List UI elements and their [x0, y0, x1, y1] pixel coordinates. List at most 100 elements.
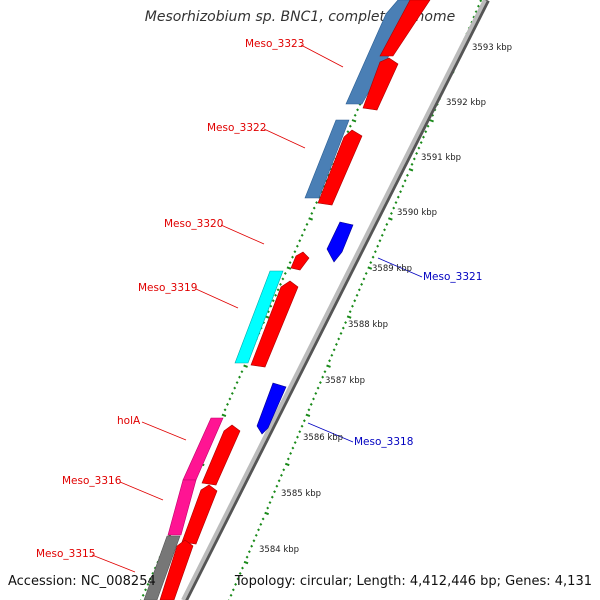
gc-right-tick [270, 495, 274, 499]
gc-right-tick [236, 577, 240, 581]
gc-left-tick [291, 255, 294, 259]
gene-label-meso-3321: Meso_3321 [423, 271, 482, 283]
gc-left-tick [303, 228, 307, 232]
gc-right-tick [371, 255, 375, 259]
gc-left-tick [310, 212, 314, 215]
gc-left-tick [283, 272, 287, 275]
gc-right-tick [286, 457, 290, 461]
gc-left-tick [281, 277, 285, 281]
gc-right-tick [259, 522, 263, 526]
gc-right-tick [314, 392, 318, 395]
gc-right-tick [250, 544, 254, 548]
gc-left-tick [293, 250, 297, 254]
gc-left-tick [351, 119, 357, 123]
gc-left-tick [230, 392, 234, 395]
gene-label-meso-3315: Meso_3315 [36, 548, 95, 560]
scale-label-3585: 3585 kbp [281, 489, 321, 499]
gc-right-tick [323, 370, 327, 374]
gc-right-tick [477, 4, 480, 8]
gc-left-tick [305, 222, 309, 226]
gc-right-tick [284, 462, 290, 467]
gc-right-tick [426, 124, 430, 128]
gc-right-tick [234, 582, 238, 586]
gc-right-tick [479, 0, 483, 3]
gc-right-tick [392, 206, 396, 210]
gc-right-tick [266, 506, 270, 510]
gc-left-tick [243, 364, 248, 368]
gc-right-tick [268, 501, 272, 505]
gc-right-tick [296, 435, 299, 439]
gc-right-tick [348, 310, 352, 314]
gc-right-tick [378, 239, 382, 243]
gc-right-tick [403, 179, 407, 183]
gene-label-meso-3323: Meso_3323 [245, 38, 304, 50]
gc-right-tick [309, 402, 313, 406]
gc-left-tick [240, 370, 244, 374]
gc-left-tick [315, 201, 319, 205]
scale-label-3592: 3592 kbp [446, 98, 486, 108]
gc-left-tick [228, 397, 232, 401]
scale-label-3591: 3591 kbp [421, 153, 461, 163]
gc-right-tick [328, 359, 332, 363]
gc-right-tick [417, 146, 421, 150]
leader-meso-3315 [91, 554, 136, 573]
gc-right-tick [429, 119, 434, 123]
gc-right-tick [252, 539, 256, 543]
gc-left-tick [348, 124, 352, 128]
gc-right-tick [424, 130, 428, 134]
gc-right-tick [410, 162, 414, 166]
gc-left-tick [223, 408, 227, 412]
cds-forward-meso-3319 [250, 280, 299, 368]
gc-right-tick [419, 141, 423, 145]
gc-right-tick [412, 157, 416, 161]
leader-meso-3318 [307, 422, 354, 443]
gc-right-tick [341, 326, 345, 330]
gc-left-tick [148, 577, 152, 581]
leader-meso-3321 [377, 257, 423, 278]
gc-right-tick [405, 173, 409, 177]
gc-right-tick [289, 452, 293, 455]
leader-meso-3323 [300, 44, 344, 68]
gc-left-tick [238, 375, 241, 379]
gene-label-meso-3319: Meso_3319 [138, 282, 197, 294]
gc-left-tick [269, 304, 273, 308]
feature-magenta-2 [167, 479, 197, 536]
gene-label-meso-3318: Meso_3318 [354, 436, 413, 448]
gc-left-tick [295, 244, 299, 248]
gc-right-tick [229, 593, 233, 597]
gc-right-tick [357, 288, 361, 292]
gc-right-tick [293, 441, 297, 445]
feature-cyan [234, 270, 284, 364]
gc-right-tick [302, 419, 306, 423]
cds-forward-hola [201, 424, 241, 486]
gc-right-tick [277, 479, 281, 483]
gc-right-tick [369, 261, 373, 265]
gc-right-tick [383, 228, 386, 232]
backbone [181, 0, 487, 600]
gc-left-tick [286, 266, 292, 270]
gc-left-tick [312, 206, 316, 210]
gc-right-tick [264, 511, 270, 516]
topology-text: Topology: circular; Length: 4,412,446 bp… [234, 574, 592, 589]
gc-right-tick [408, 168, 414, 172]
feature-gray [143, 535, 181, 600]
gc-right-tick [334, 342, 338, 346]
gc-left-tick [353, 113, 357, 117]
gc-right-tick [373, 250, 377, 254]
leader-hola [141, 421, 187, 441]
gc-left-tick [141, 593, 145, 597]
gc-left-tick [144, 588, 148, 592]
gc-right-tick [376, 244, 380, 248]
gc-right-tick [394, 201, 398, 205]
feature-bluegray-2 [304, 119, 350, 199]
gc-right-tick [422, 135, 425, 139]
gc-right-tick [298, 430, 302, 434]
gc-left-tick [146, 582, 150, 586]
accession-text: Accession: NC_008254 [8, 574, 156, 589]
gc-right-tick [275, 484, 279, 488]
gc-left-tick [221, 413, 227, 417]
gc-right-tick [291, 446, 295, 450]
gc-right-tick [300, 424, 304, 428]
gc-left-tick [356, 108, 360, 112]
